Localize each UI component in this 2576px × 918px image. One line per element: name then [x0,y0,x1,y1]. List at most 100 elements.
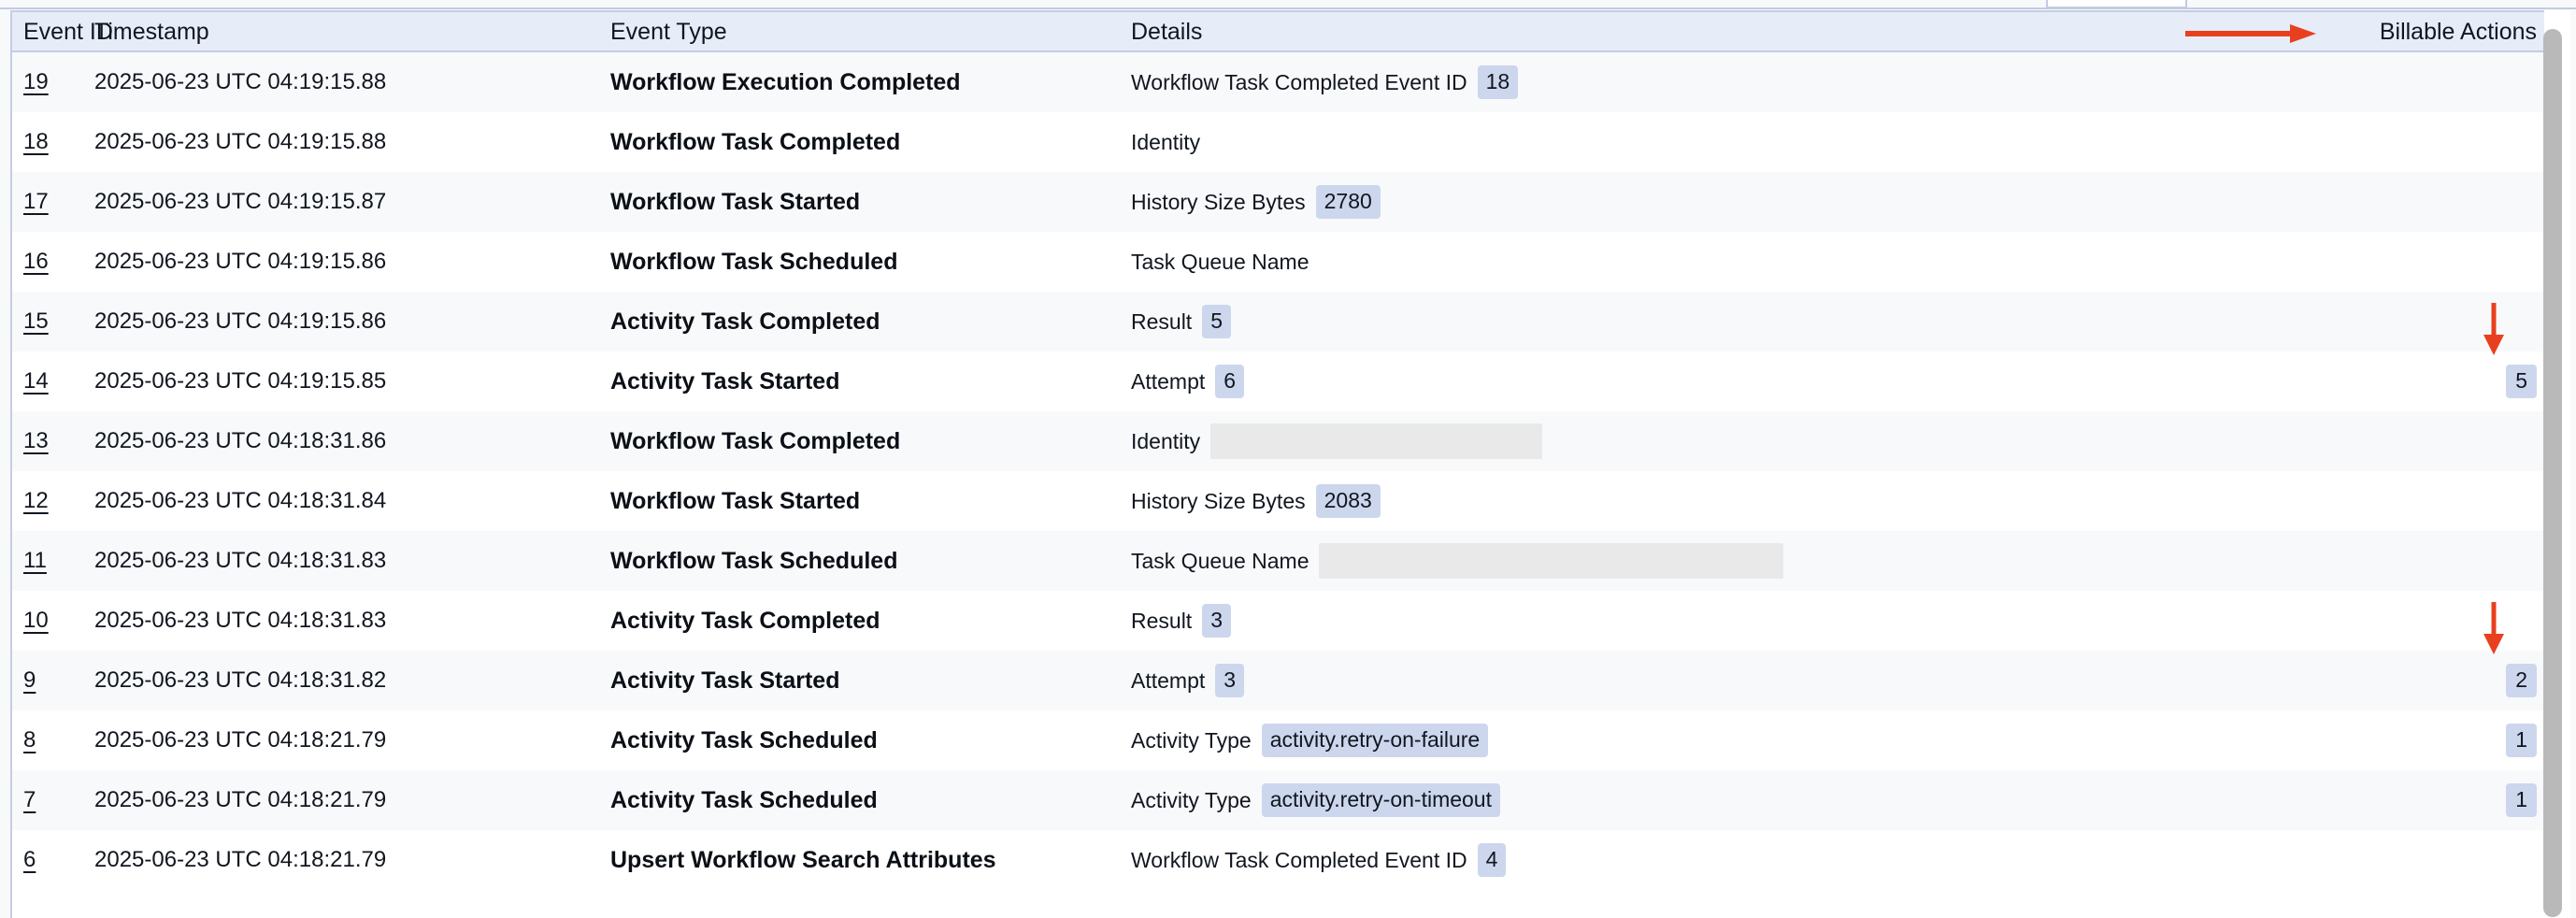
event-id-link[interactable]: 12 [23,488,49,513]
table-row[interactable]: 14 2025-06-23 UTC 04:19:15.85 Activity Tas… [12,303,2561,411]
cell-event-type: Workflow Task Completed [610,411,1120,471]
cell-timestamp: 2025-06-23 UTC 04:19:15.85 [94,351,599,411]
table-row[interactable]: 8 2025-06-23 UTC 04:18:21.79 Activity Task… [12,710,2561,770]
cell-event-type: Activity Task Completed [610,591,1120,651]
detail-value-badge: 2083 [1315,484,1381,518]
table-row[interactable]: 12 2025-06-23 UTC 04:18:31.84 Workflow Tas… [12,471,2561,531]
table-row[interactable]: 11 2025-06-23 UTC 04:18:31.83 Workflow Tas… [12,531,2561,591]
cell-event-type: Workflow Task Started [610,172,1120,232]
detail-value-badge: 3 [1215,664,1245,697]
top-chrome-strip [0,0,2576,10]
cell-timestamp: 2025-06-23 UTC 04:18:31.83 [94,591,599,651]
cell-billable-actions [2425,112,2537,172]
detail-value-badge: 5 [1202,305,1231,338]
cell-timestamp: 2025-06-23 UTC 04:18:31.86 [94,411,599,471]
cell-event-id: 11 [23,531,91,591]
timestamp-text: 2025-06-23 UTC 04:19:15.86 [94,249,387,274]
timestamp-text: 2025-06-23 UTC 04:18:31.83 [94,548,387,573]
billable-actions-badge: 2 [2506,664,2537,697]
cell-details: Attempt 6 [1131,351,2327,411]
arrow-right-icon [2185,24,2316,43]
cell-billable-actions [2425,52,2537,112]
event-history-table: Event ID Timestamp Event Type Details Bi… [10,10,2563,918]
detail-value-badge: 18 [1477,65,1519,99]
event-type-text: Activity Task Scheduled [610,786,878,813]
timestamp-text: 2025-06-23 UTC 04:19:15.87 [94,189,387,214]
table-row[interactable]: 9 2025-06-23 UTC 04:18:31.82 Activity Task… [12,602,2561,710]
table-row[interactable]: 16 2025-06-23 UTC 04:19:15.86 Workflow Tas… [12,232,2561,292]
cell-billable-actions [2425,471,2537,531]
chrome-divider [0,7,2576,9]
column-header-event-type[interactable]: Event Type [610,19,727,45]
table-row[interactable]: 15 2025-06-23 UTC 04:19:15.86 Activity Tas… [12,292,2561,351]
detail-label: Attempt [1131,368,1206,394]
billable-actions-badge: 5 [2506,365,2537,398]
event-id-link[interactable]: 18 [23,129,49,154]
cell-details: Result 3 [1131,591,2327,651]
timestamp-text: 2025-06-23 UTC 04:18:21.79 [94,847,387,872]
cell-event-type: Upsert Workflow Search Attributes [610,830,1120,890]
cell-event-type: Workflow Task Scheduled [610,531,1120,591]
cell-billable-actions [2425,830,2537,890]
detail-label: Workflow Task Completed Event ID [1131,69,1467,94]
event-id-link[interactable]: 9 [23,667,36,693]
event-id-link[interactable]: 19 [23,69,49,94]
cell-event-type: Activity Task Started [610,651,1120,710]
cell-timestamp: 2025-06-23 UTC 04:19:15.88 [94,52,599,112]
vertical-scrollbar-track[interactable] [2543,10,2570,918]
table-row[interactable]: 7 2025-06-23 UTC 04:18:21.79 Activity Task… [12,770,2561,830]
event-type-text: Activity Task Completed [610,308,880,335]
cell-event-type: Activity Task Scheduled [610,770,1120,830]
detail-value-badge: activity.retry-on-timeout [1261,783,1500,817]
timestamp-text: 2025-06-23 UTC 04:18:31.84 [94,488,387,513]
cell-timestamp: 2025-06-23 UTC 04:19:15.86 [94,232,599,292]
timestamp-text: 2025-06-23 UTC 04:18:21.79 [94,727,387,753]
cell-timestamp: 2025-06-23 UTC 04:19:15.88 [94,112,599,172]
event-type-text: Activity Task Started [610,367,840,394]
cell-event-type: Activity Task Completed [610,292,1120,351]
event-id-link[interactable]: 6 [23,847,36,872]
table-row[interactable]: 18 2025-06-23 UTC 04:19:15.88 Workflow Tas… [12,112,2561,172]
cell-details: Result 5 [1131,292,2327,351]
cell-billable-actions [2425,531,2537,591]
cell-event-id: 15 [23,292,91,351]
event-id-link[interactable]: 13 [23,428,49,453]
cell-details: Identity [1131,112,2327,172]
table-row[interactable]: 10 2025-06-23 UTC 04:18:31.83 Activity Tas… [12,591,2561,651]
cell-event-id: 8 [23,710,91,770]
cell-billable-actions: 2 [2425,651,2537,710]
event-id-link[interactable]: 11 [23,548,47,573]
event-id-link[interactable]: 17 [23,189,49,214]
event-id-link[interactable]: 8 [23,727,36,753]
cell-details: Task Queue Name [1131,531,2327,591]
event-id-link[interactable]: 16 [23,249,49,274]
cell-timestamp: 2025-06-23 UTC 04:18:31.82 [94,651,599,710]
cell-event-id: 16 [23,232,91,292]
detail-label: History Size Bytes [1131,488,1306,513]
timestamp-text: 2025-06-23 UTC 04:18:31.83 [94,608,387,633]
table-row[interactable]: 13 2025-06-23 UTC 04:18:31.86 Workflow Tas… [12,411,2561,471]
table-row[interactable]: 19 2025-06-23 UTC 04:19:15.88 Workflow Exe… [12,52,2561,112]
event-type-text: Workflow Execution Completed [610,68,961,95]
cell-event-type: Activity Task Scheduled [610,710,1120,770]
table-row[interactable]: 17 2025-06-23 UTC 04:19:15.87 Workflow Tas… [12,172,2561,232]
cell-event-type: Workflow Execution Completed [610,52,1120,112]
event-id-link[interactable]: 7 [23,787,36,812]
cell-billable-actions [2425,411,2537,471]
event-type-text: Activity Task Completed [610,607,880,634]
vertical-scrollbar-thumb[interactable] [2543,29,2562,917]
event-type-text: Workflow Task Started [610,188,861,215]
event-id-link[interactable]: 15 [23,308,49,334]
table-row[interactable]: 6 2025-06-23 UTC 04:18:21.79 Upsert Workfl… [12,830,2561,890]
cell-event-type: Workflow Task Completed [610,112,1120,172]
column-header-event-id[interactable]: Event ID [23,19,113,45]
column-header-billable-actions[interactable]: Billable Actions [2379,19,2537,45]
column-header-details[interactable]: Details [1131,19,1203,45]
cell-details: Workflow Task Completed Event ID 4 [1131,830,2327,890]
column-header-timestamp[interactable]: Timestamp [94,19,209,45]
detail-label: Identity [1131,129,1201,154]
event-id-link[interactable]: 14 [23,368,49,394]
timestamp-text: 2025-06-23 UTC 04:19:15.86 [94,308,387,334]
event-id-link[interactable]: 10 [23,608,49,633]
cell-event-id: 9 [23,651,91,710]
